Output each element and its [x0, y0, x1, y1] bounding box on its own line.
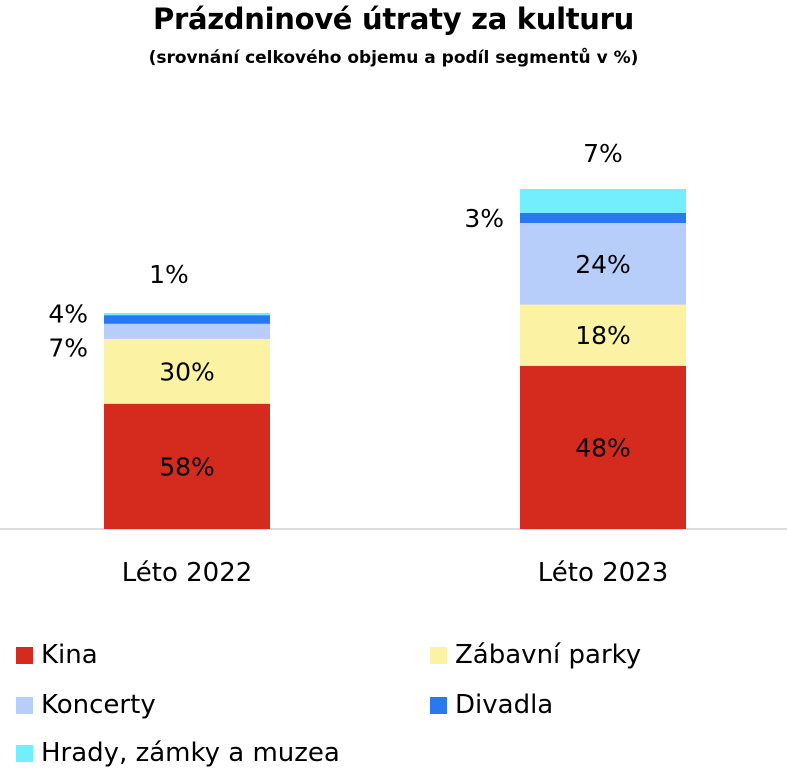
data-label-1-0: 48%	[575, 433, 631, 462]
legend-label-1: Zábavní parky	[455, 640, 642, 670]
category-label-0: Léto 2022	[122, 558, 253, 588]
bar-segment-1-1	[520, 304, 686, 366]
data-label-1-2: 24%	[575, 250, 631, 279]
bar-segment-0-1	[104, 338, 270, 404]
legend-label-2: Koncerty	[41, 690, 156, 720]
legend-swatch-2	[16, 696, 33, 714]
data-label-1-1: 18%	[575, 321, 631, 350]
legend-swatch-1	[430, 646, 447, 664]
bar-segment-0-2	[104, 323, 270, 339]
legend-label-3: Divadla	[455, 690, 554, 720]
legend-swatch-3	[430, 696, 447, 714]
legend-item-0: Kina	[16, 640, 98, 670]
legend-label-4: Hrady, zámky a muzea	[41, 738, 340, 768]
bar-segment-1-4	[520, 189, 686, 213]
data-label-0-4: 1%	[149, 260, 189, 289]
chart-subtitle: (srovnání celkového objemu a podíl segme…	[148, 48, 639, 68]
legend-item-2: Koncerty	[16, 690, 156, 720]
bar-segment-1-3	[520, 212, 686, 223]
data-label-0-2: 7%	[48, 333, 88, 362]
legend: Kina Zábavní parky Koncerty Divadla Hrady, z…	[16, 640, 787, 774]
bar-segment-0-0	[104, 403, 270, 529]
legend-label-0: Kina	[41, 640, 98, 670]
data-label-1-4: 7%	[583, 139, 623, 168]
category-label-1: Léto 2023	[538, 558, 669, 588]
data-label-0-0: 58%	[159, 452, 215, 481]
legend-item-4: Hrady, zámky a muzea	[16, 738, 340, 768]
chart-title: Prázdninové útraty za kulturu	[152, 2, 634, 36]
data-label-1-3: 3%	[464, 204, 504, 233]
legend-item-1: Zábavní parky	[430, 640, 641, 670]
bar-segment-1-0	[520, 365, 686, 529]
stacked-bar-chart: 58% 30% 7% 4% 1% Léto 2022 48% 18% 24% 3% 7% Léto 2…	[0, 139, 787, 588]
legend-swatch-4	[16, 744, 33, 762]
data-label-0-3: 4%	[48, 299, 88, 328]
legend-item-3: Divadla	[430, 690, 553, 720]
legend-swatch-0	[16, 646, 33, 664]
bar-segment-1-2	[520, 223, 686, 305]
data-label-0-1: 30%	[159, 357, 215, 386]
bar-segment-0-3	[104, 315, 270, 324]
bar-segment-0-4	[104, 313, 270, 316]
